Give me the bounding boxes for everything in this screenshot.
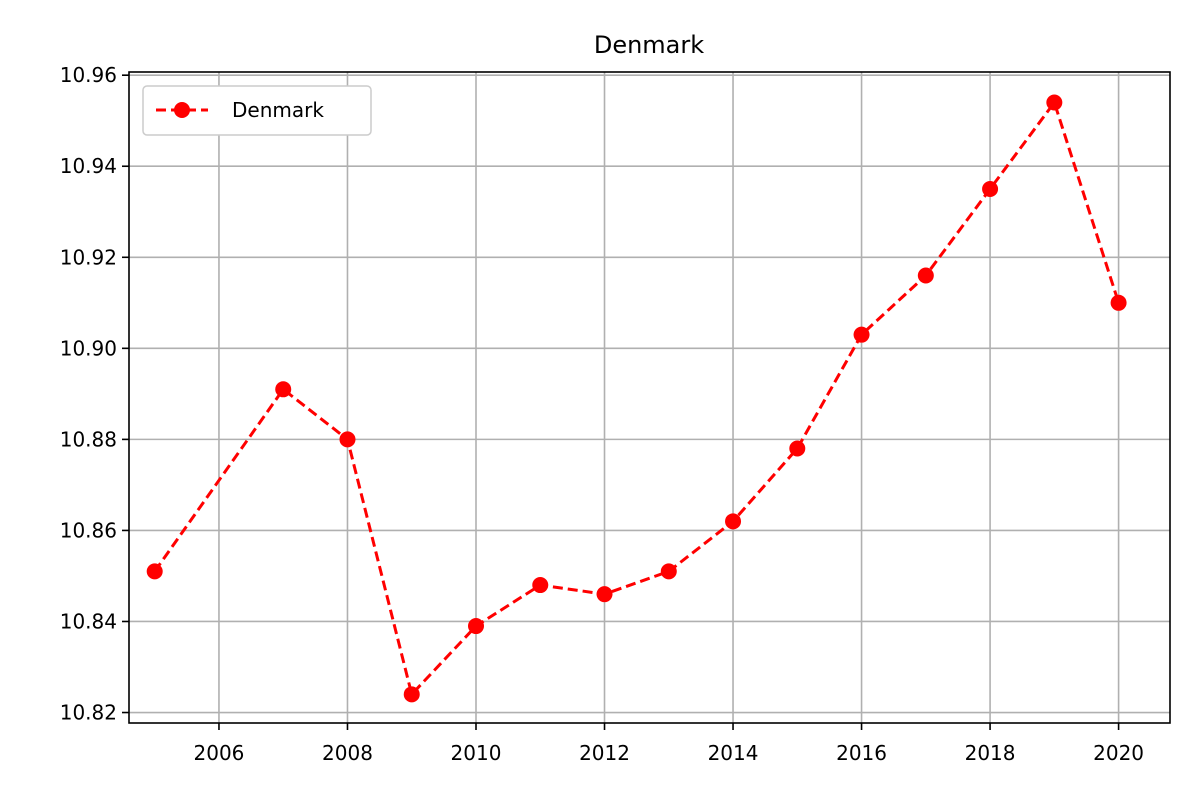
legend-label: Denmark	[232, 98, 324, 122]
series-layer	[146, 94, 1127, 703]
x-tick-label: 2006	[194, 741, 245, 765]
data-point	[403, 686, 420, 703]
data-point	[146, 563, 163, 580]
y-tick-label: 10.88	[60, 427, 117, 451]
data-point	[468, 618, 484, 635]
y-tick-label: 10.82	[60, 701, 117, 725]
data-point	[275, 381, 292, 398]
data-point	[917, 267, 934, 284]
y-tick-label: 10.90	[60, 336, 117, 360]
data-point	[982, 180, 999, 197]
y-axis: 10.82 10.84 10.86 10.88 10.90 10.92 10.94 10.96	[60, 63, 129, 725]
x-tick-label: 2020	[1093, 741, 1144, 765]
chart-title: Denmark	[594, 31, 704, 59]
y-tick-label: 10.92	[60, 245, 117, 269]
grid-lines	[129, 72, 1170, 723]
data-point	[596, 586, 613, 603]
x-tick-label: 2014	[708, 741, 759, 765]
y-tick-label: 10.84	[60, 609, 117, 633]
x-tick-label: 2008	[322, 741, 373, 765]
y-tick-label: 10.94	[60, 154, 117, 178]
data-point	[532, 577, 549, 594]
legend: Denmark	[142, 85, 372, 136]
legend-box	[142, 85, 372, 136]
data-point	[660, 563, 677, 580]
x-axis: 2006 2008 2010 2012 2014 2016 2018 2020	[194, 723, 1144, 765]
x-tick-label: 2010	[451, 741, 502, 765]
data-point	[853, 326, 870, 343]
x-tick-label: 2016	[836, 741, 887, 765]
data-point	[1046, 94, 1063, 111]
x-tick-label: 2018	[965, 741, 1016, 765]
y-tick-label: 10.96	[60, 63, 117, 87]
data-point	[1110, 294, 1127, 311]
y-tick-label: 10.86	[60, 518, 117, 542]
data-point	[789, 440, 806, 457]
plot-frame	[128, 71, 1171, 724]
legend-marker	[174, 102, 190, 118]
data-point	[339, 431, 356, 448]
data-point	[725, 513, 742, 530]
x-tick-label: 2012	[579, 741, 630, 765]
